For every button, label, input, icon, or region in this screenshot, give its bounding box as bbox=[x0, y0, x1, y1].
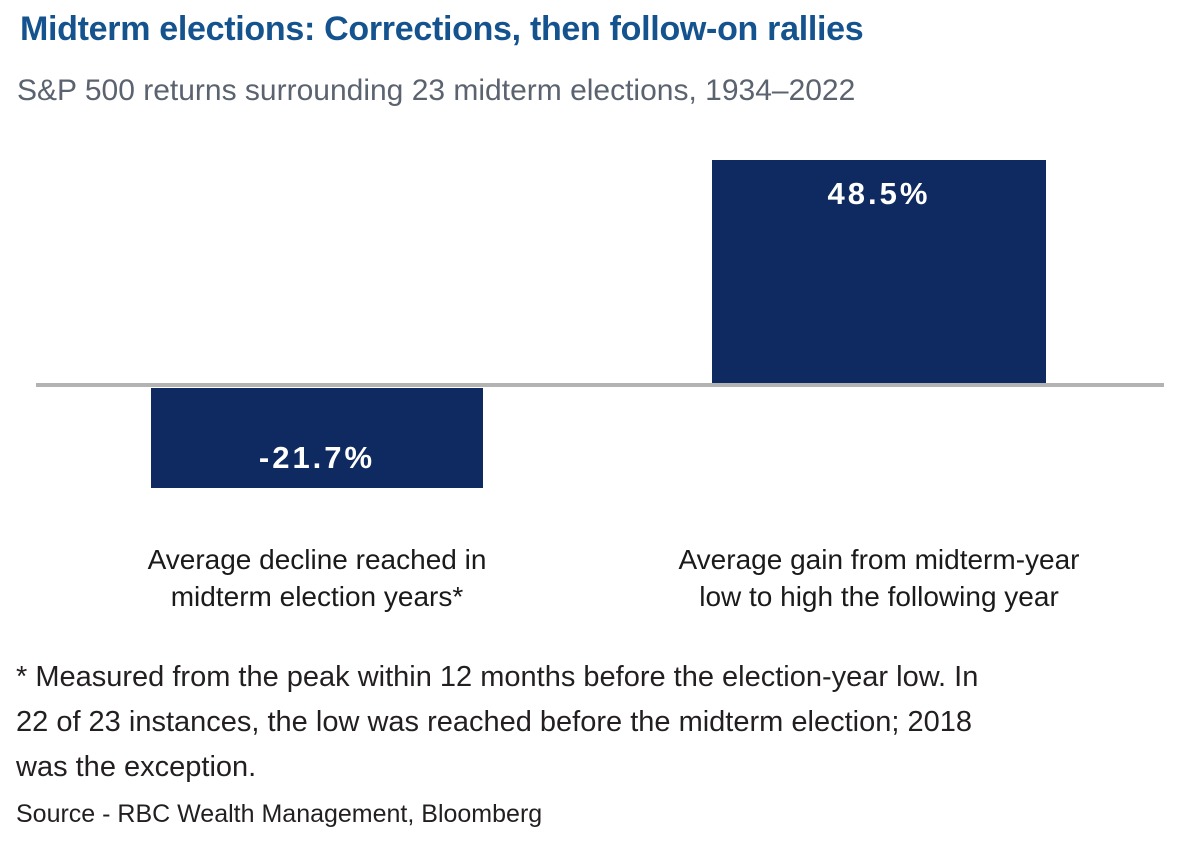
footnote-line1: * Measured from the peak within 12 month… bbox=[16, 661, 979, 693]
bar-average-gain: 48.5% bbox=[712, 160, 1046, 383]
category-label-decline-line2: midterm election years* bbox=[170, 581, 464, 612]
chart-subtitle: S&P 500 returns surrounding 23 midterm e… bbox=[17, 74, 856, 107]
category-label-decline-line1: Average decline reached in bbox=[147, 544, 487, 575]
category-label-decline: Average decline reached in midterm elect… bbox=[57, 541, 577, 615]
footnote: * Measured from the peak within 12 month… bbox=[16, 655, 1186, 790]
bar-value-label-positive: 48.5% bbox=[827, 176, 931, 211]
category-label-gain-line1: Average gain from midterm-year bbox=[678, 544, 1080, 575]
footnote-line3: was the exception. bbox=[16, 751, 257, 783]
chart-title: Midterm elections: Corrections, then fol… bbox=[20, 10, 864, 48]
category-label-gain: Average gain from midterm-year low to hi… bbox=[589, 541, 1169, 615]
source-attribution: Source - RBC Wealth Management, Bloomber… bbox=[16, 800, 543, 828]
zero-baseline-axis bbox=[36, 383, 1164, 387]
bar-value-label-negative: -21.7% bbox=[258, 440, 376, 475]
footnote-line2: 22 of 23 instances, the low was reached … bbox=[16, 706, 972, 738]
category-label-gain-line2: low to high the following year bbox=[699, 581, 1059, 612]
bar-average-decline: -21.7% bbox=[151, 388, 483, 488]
